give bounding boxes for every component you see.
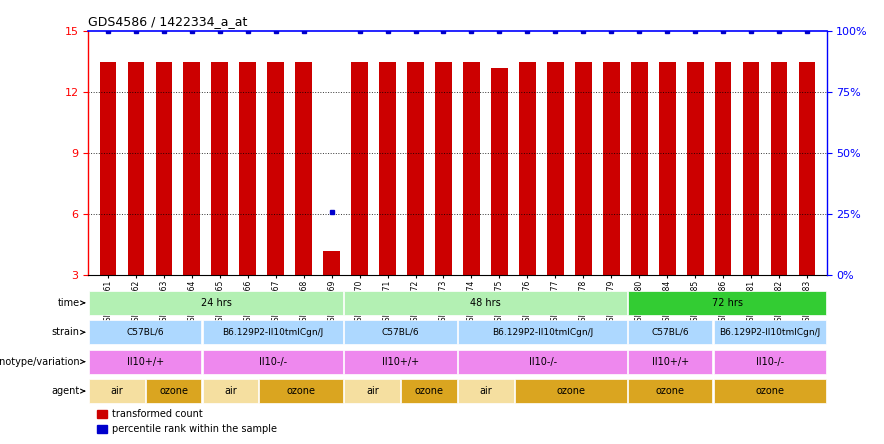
Bar: [547, 62, 564, 275]
Text: ozone: ozone: [656, 386, 685, 396]
Bar: [351, 62, 368, 275]
Bar: [514, 379, 628, 403]
Text: GDS4586 / 1422334_a_at: GDS4586 / 1422334_a_at: [88, 16, 248, 28]
Bar: [295, 62, 312, 275]
Text: 72 hrs: 72 hrs: [712, 298, 743, 308]
Bar: [89, 320, 202, 345]
Text: Il10-/-: Il10-/-: [756, 357, 784, 367]
Text: air: air: [110, 386, 123, 396]
Bar: [463, 62, 480, 275]
Text: B6.129P2-Il10tmlCgn/J: B6.129P2-Il10tmlCgn/J: [222, 328, 324, 337]
Text: Il10+/+: Il10+/+: [382, 357, 419, 367]
Text: genotype/variation: genotype/variation: [0, 357, 80, 367]
Bar: [89, 379, 145, 403]
Text: B6.129P2-Il10tmlCgn/J: B6.129P2-Il10tmlCgn/J: [720, 328, 820, 337]
Bar: [89, 349, 202, 374]
Text: strain: strain: [52, 327, 80, 337]
Bar: [259, 379, 343, 403]
Legend: transformed count, percentile rank within the sample: transformed count, percentile rank withi…: [93, 405, 280, 438]
Bar: [202, 320, 343, 345]
Text: Il10-/-: Il10-/-: [529, 357, 557, 367]
Text: Il10+/+: Il10+/+: [652, 357, 689, 367]
Bar: [127, 62, 144, 275]
Bar: [629, 349, 713, 374]
Bar: [267, 62, 284, 275]
Text: agent: agent: [51, 386, 80, 396]
Text: C57BL/6: C57BL/6: [126, 328, 164, 337]
Bar: [401, 379, 457, 403]
Text: ozone: ozone: [557, 386, 585, 396]
Bar: [435, 62, 452, 275]
Bar: [659, 62, 675, 275]
Bar: [202, 379, 258, 403]
Text: C57BL/6: C57BL/6: [382, 328, 420, 337]
Text: C57BL/6: C57BL/6: [652, 328, 690, 337]
Bar: [89, 291, 343, 315]
Bar: [713, 320, 826, 345]
Bar: [146, 379, 202, 403]
Bar: [519, 62, 536, 275]
Bar: [324, 251, 340, 275]
Bar: [491, 68, 507, 275]
Text: time: time: [57, 298, 80, 308]
Bar: [202, 349, 343, 374]
Bar: [458, 320, 628, 345]
Bar: [379, 62, 396, 275]
Bar: [631, 62, 648, 275]
Text: ozone: ozone: [415, 386, 444, 396]
Bar: [345, 320, 457, 345]
Bar: [713, 349, 826, 374]
Bar: [458, 349, 628, 374]
Text: ozone: ozone: [286, 386, 316, 396]
Bar: [156, 62, 172, 275]
Text: air: air: [479, 386, 492, 396]
Bar: [629, 320, 713, 345]
Text: B6.129P2-Il10tmlCgn/J: B6.129P2-Il10tmlCgn/J: [492, 328, 593, 337]
Bar: [240, 62, 256, 275]
Text: air: air: [366, 386, 378, 396]
Bar: [713, 379, 826, 403]
Bar: [603, 62, 620, 275]
Bar: [408, 62, 424, 275]
Bar: [629, 291, 826, 315]
Bar: [458, 379, 514, 403]
Text: air: air: [224, 386, 237, 396]
Bar: [184, 62, 201, 275]
Bar: [345, 291, 628, 315]
Bar: [100, 62, 117, 275]
Text: 48 hrs: 48 hrs: [470, 298, 501, 308]
Bar: [345, 349, 457, 374]
Bar: [211, 62, 228, 275]
Text: Il10-/-: Il10-/-: [259, 357, 287, 367]
Text: ozone: ozone: [159, 386, 188, 396]
Bar: [575, 62, 591, 275]
Text: ozone: ozone: [755, 386, 784, 396]
Bar: [743, 62, 759, 275]
Bar: [687, 62, 704, 275]
Bar: [714, 62, 731, 275]
Bar: [798, 62, 815, 275]
Text: Il10+/+: Il10+/+: [126, 357, 164, 367]
Bar: [629, 379, 713, 403]
Text: 24 hrs: 24 hrs: [201, 298, 232, 308]
Bar: [345, 379, 400, 403]
Bar: [771, 62, 788, 275]
